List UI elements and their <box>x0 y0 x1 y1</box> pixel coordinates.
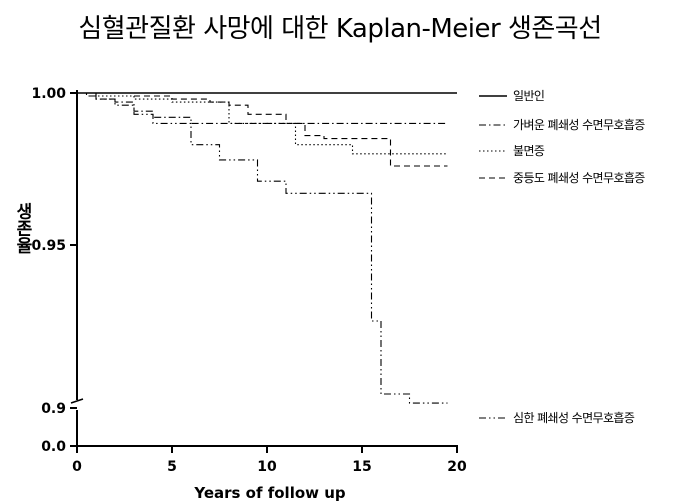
y-tick-label: 0.95 <box>31 238 66 254</box>
chart-title: 심혈관질환 사망에 대한 Kaplan-Meier 생존곡선 <box>78 14 602 44</box>
series-line-3 <box>77 92 448 155</box>
x-tick-label: 0 <box>72 459 82 475</box>
legend-label-2: 가벼운 폐쇄성 수면무호흡증 <box>513 118 645 132</box>
series-line-2 <box>77 92 448 124</box>
legend-label-1: 일반인 <box>513 89 544 103</box>
y-axis-label: 생존율 <box>12 202 32 253</box>
y-tick-label: 0.0 <box>41 439 66 455</box>
legend-label-4: 중등도 폐쇄성 수면무호흡증 <box>513 171 645 185</box>
axis-break-mark <box>70 398 84 404</box>
x-axis-label: Years of follow up <box>193 484 346 502</box>
legend-label-3: 불면증 <box>513 144 545 158</box>
x-tick-label: 10 <box>257 459 277 475</box>
y-tick-label: 1.00 <box>31 86 66 102</box>
x-tick-label: 20 <box>447 459 467 475</box>
series-line-4 <box>77 92 448 167</box>
legend-label-5: 심한 폐쇄성 수면무호흡증 <box>513 411 635 425</box>
x-tick-label: 5 <box>167 459 177 475</box>
series-line-5 <box>77 92 448 404</box>
y-tick-label: 0.9 <box>41 401 66 417</box>
x-tick-label: 15 <box>352 459 371 475</box>
